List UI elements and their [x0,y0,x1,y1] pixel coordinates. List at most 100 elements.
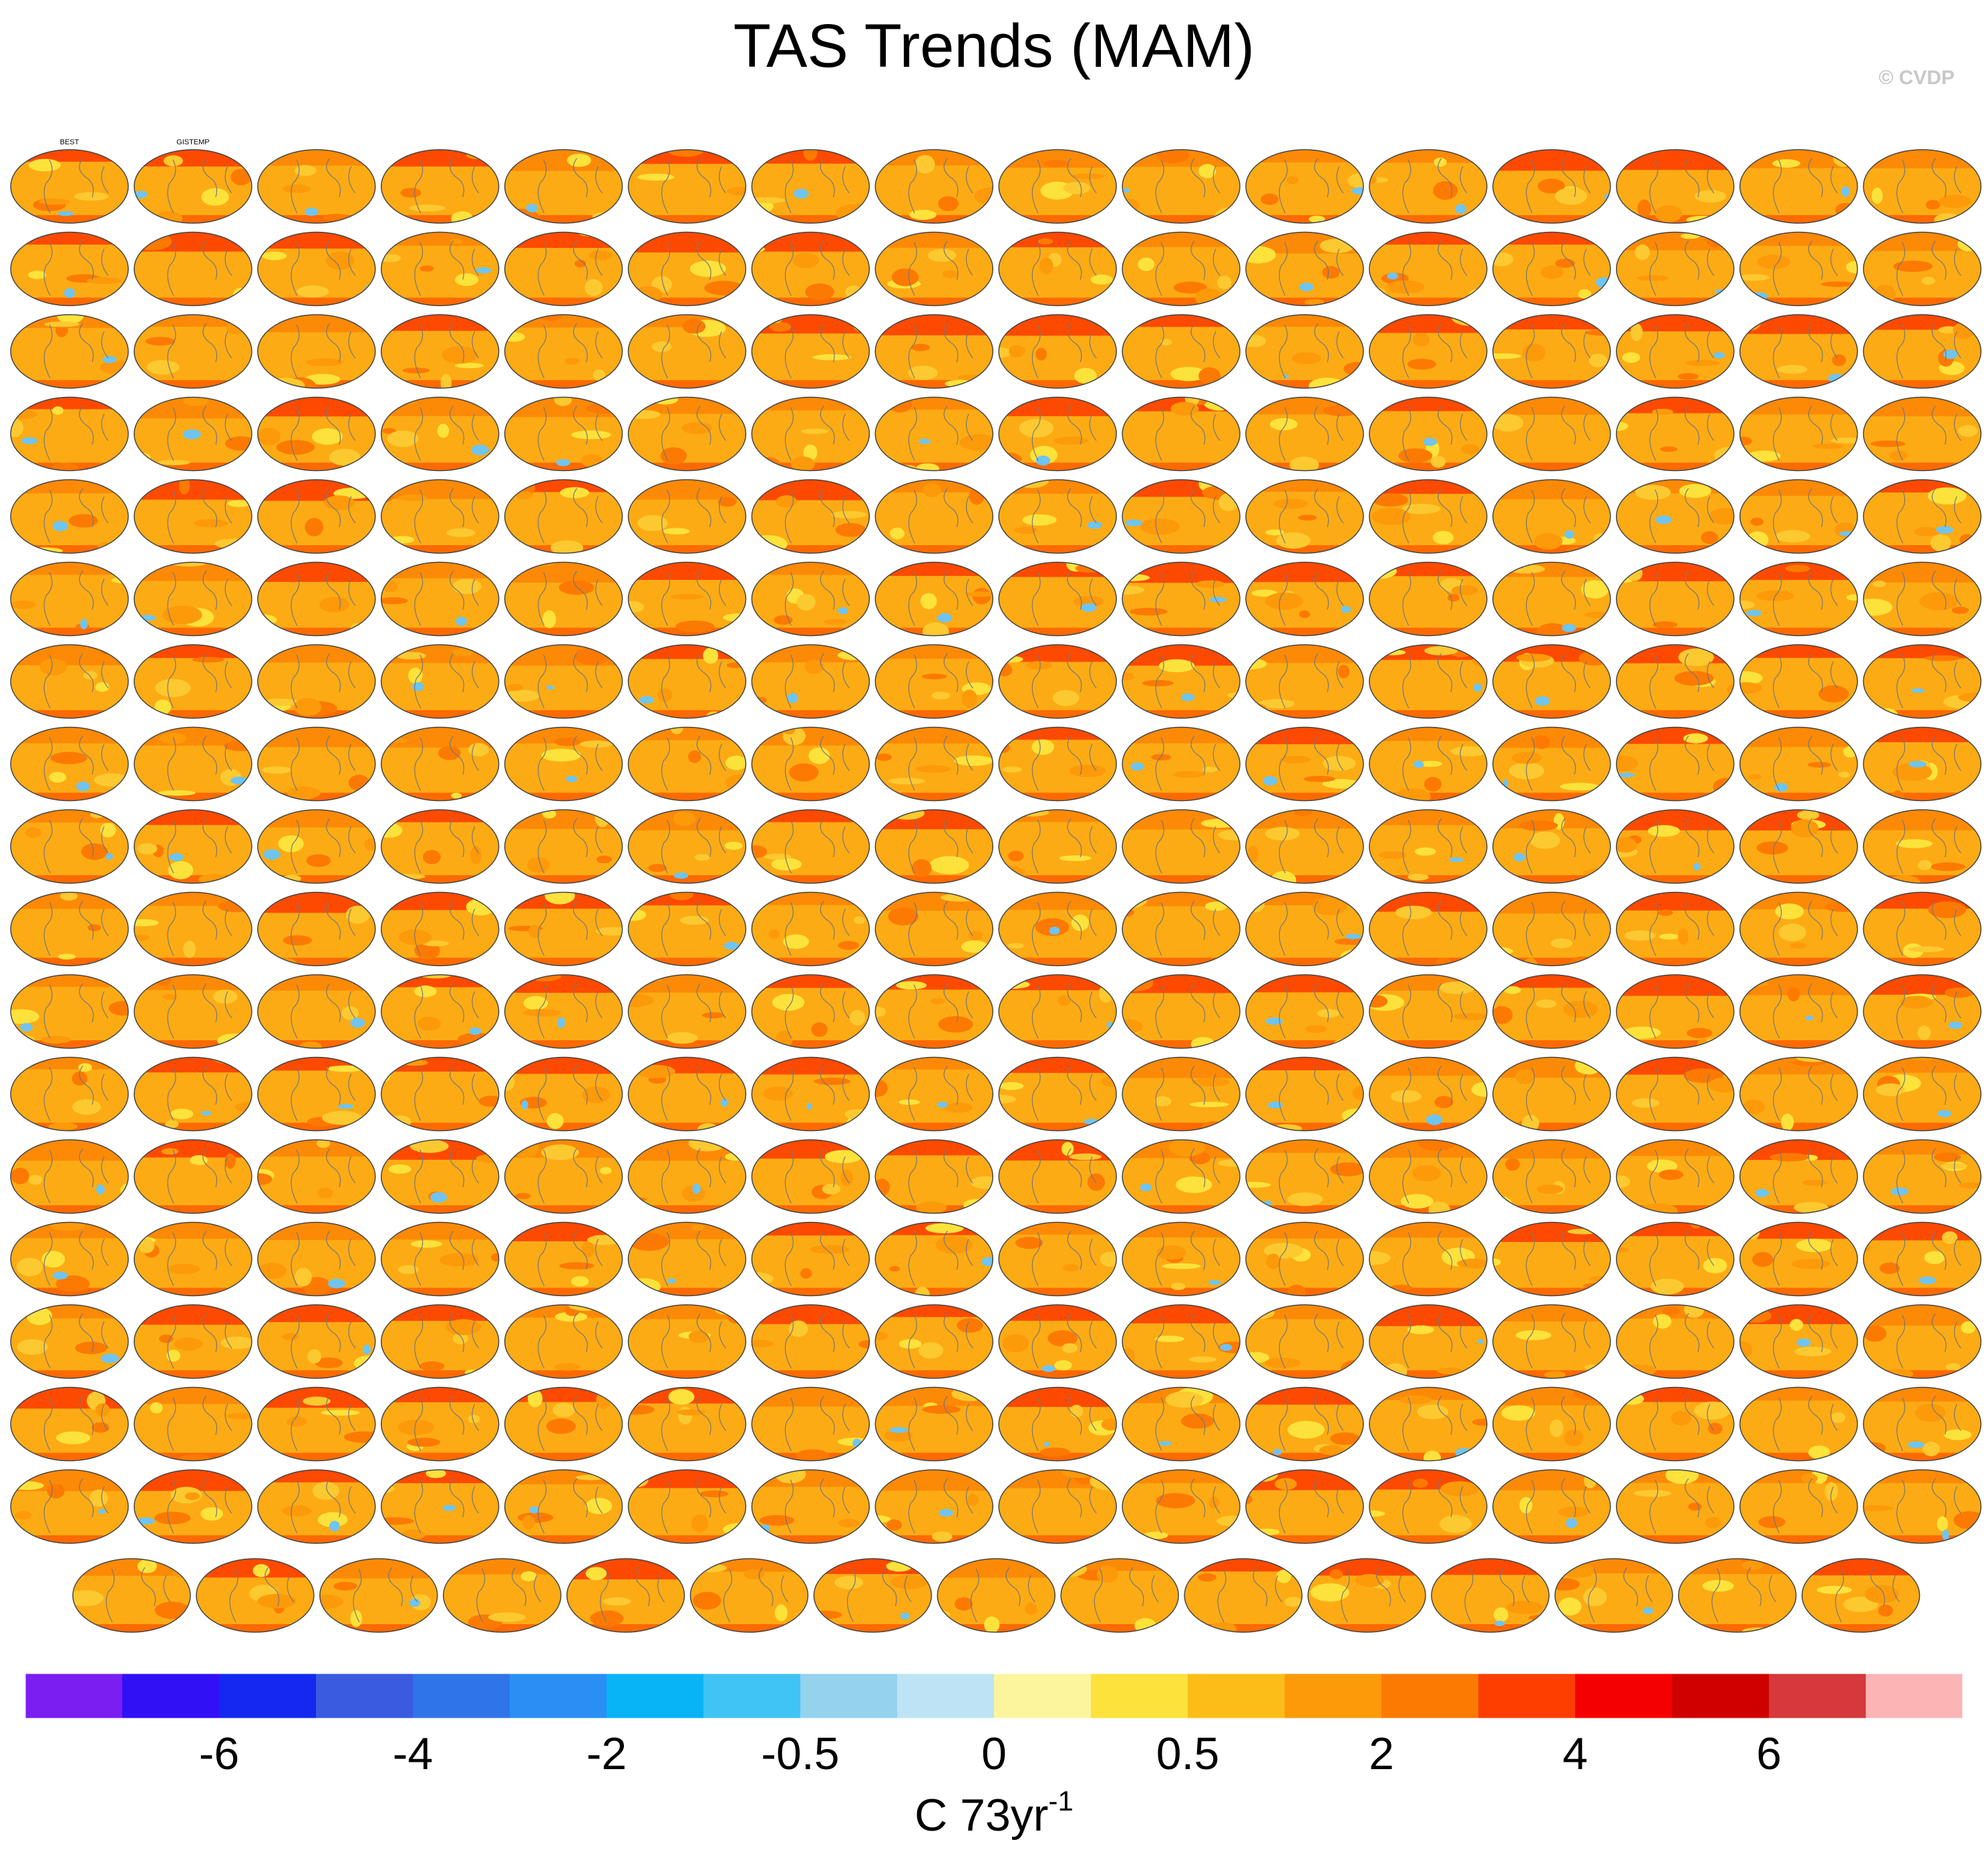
map-outline [751,1056,870,1132]
map-patch [1658,909,1673,916]
map-patch [999,1116,1014,1126]
map-coast [661,323,726,379]
map-patch [1142,679,1174,687]
map-patch [1516,1330,1552,1341]
map-patch [1781,1113,1794,1131]
map-panel [1245,1304,1364,1379]
map-patch [452,579,482,595]
map-patch [1770,1152,1810,1162]
map-patch [801,428,829,434]
map-outline [1245,1221,1364,1297]
map-antarctic [257,1370,375,1378]
map-arctic [381,562,499,579]
map-cool-patch [21,437,38,444]
map-antarctic [1369,1287,1487,1296]
map-cool-patch [1220,1344,1232,1352]
map-arctic [504,975,623,993]
map-patch [571,430,611,440]
map-panel [1369,396,1488,472]
map-patch [689,261,726,277]
map-patch [788,1320,808,1338]
map-patch [846,1116,866,1131]
map-panel [257,809,376,884]
map-coast [1896,1313,1961,1369]
map-arctic [1616,1140,1734,1156]
map-coast [1526,1313,1591,1369]
map-patch [81,843,108,861]
map-patch [941,893,980,902]
map-patch [55,1431,91,1444]
map-antarctic [875,545,993,553]
map-antarctic [628,1535,746,1543]
map-panel [134,809,253,884]
map-patch [774,1470,806,1484]
map-panel [1615,314,1735,389]
map-panel [1369,314,1488,389]
map-panel [134,231,253,307]
map-outline [751,974,870,1049]
map-coast [167,818,232,874]
map-coast [1649,818,1715,874]
map-patch [783,934,810,949]
map-antarctic [999,1370,1117,1378]
colorbar-box [1575,1674,1672,1718]
map-outline [380,396,500,472]
map-antarctic [628,710,746,718]
map-cool-patch [1041,1365,1055,1372]
map-cool-patch [787,693,798,704]
map-patch [637,515,668,531]
map-arctic [134,975,252,990]
map-cool-patch [919,438,931,444]
map-outline [257,149,376,224]
map-panel [504,1056,623,1132]
map-patch [1742,1627,1776,1632]
map-patch [1043,159,1067,168]
map-cool-patch [57,210,74,216]
map-arctic [257,810,375,828]
map-cool-patch [1043,1442,1050,1447]
map-patch [257,232,271,243]
map-coast [1031,983,1097,1039]
map-patch [478,1096,499,1107]
map-arctic [875,645,993,659]
map-antarctic [1740,380,1858,388]
map-panel [1739,561,1858,637]
colorbar-tick-label: 6 [1756,1728,1782,1779]
map-outline [257,644,376,719]
map-coast [291,158,356,214]
map-panel [1369,1221,1488,1297]
map-outline [998,974,1117,1049]
map-panel [1245,149,1364,224]
map-panel [380,396,500,472]
map-field [134,480,252,553]
map-panel [1245,1056,1364,1132]
map-outline [1739,809,1858,884]
map-panel [504,891,623,967]
map-panel [1245,726,1364,802]
map-outline [998,1221,1117,1297]
map-patch [50,1222,86,1231]
map-outline [751,561,870,637]
map-coast [1155,1148,1220,1204]
map-coast [1773,241,1838,296]
map-patch [922,622,949,636]
map-patch [1917,860,1932,871]
map-field [1369,1470,1487,1543]
map-patch [727,186,746,196]
map-outline [1369,1304,1488,1379]
map-patch [1343,975,1363,985]
map-outline [1739,479,1858,554]
map-patch [1958,425,1978,437]
map-patch [1329,1569,1343,1579]
map-patch [388,1115,411,1128]
map-coast [1773,1396,1838,1451]
map-outline [751,149,870,224]
map-coast [414,1396,480,1451]
map-patch [1451,585,1479,595]
map-coast [661,653,726,709]
map-antarctic [1122,297,1240,306]
map-coast [1155,1478,1220,1534]
map-patch [120,728,128,743]
credit: © CVDP [1878,67,1955,89]
